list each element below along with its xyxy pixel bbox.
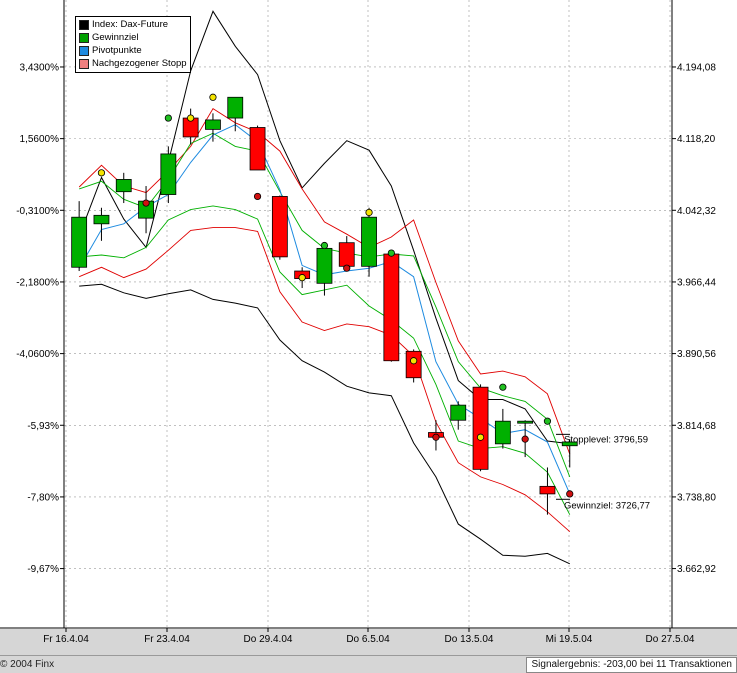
legend-label: Gewinnziel bbox=[92, 32, 139, 43]
signal-result: Signalergebnis: -203,00 bei 11 Transakti… bbox=[526, 657, 737, 673]
x-tick-label: Fr 16.4.04 bbox=[43, 634, 89, 645]
legend-swatch-green bbox=[79, 32, 89, 43]
right-tick-label: 4.042,32 bbox=[677, 206, 716, 217]
candle-body bbox=[517, 420, 534, 424]
candle-body bbox=[539, 485, 556, 495]
left-tick-label: 3,4300% bbox=[20, 62, 60, 73]
right-tick-label: 3.662,92 bbox=[677, 564, 716, 575]
right-tick-label: 3.966,44 bbox=[677, 277, 716, 288]
left-tick-label: 1,5600% bbox=[20, 134, 60, 145]
right-tick-label: 4.194,08 bbox=[677, 62, 716, 73]
candle-body bbox=[450, 404, 467, 421]
x-tick-label: Fr 23.4.04 bbox=[144, 634, 190, 645]
legend-item: Gewinnziel bbox=[79, 31, 187, 44]
left-tick-label: -0,3100% bbox=[16, 206, 59, 217]
x-tick-label: Do 13.5.04 bbox=[445, 634, 494, 645]
candle-body bbox=[249, 127, 266, 171]
signal-marker bbox=[320, 241, 329, 250]
copyright-text: © 2004 Finx bbox=[0, 659, 55, 670]
right-tick-label: 3.814,68 bbox=[677, 421, 716, 432]
signal-marker bbox=[187, 114, 195, 122]
signal-marker bbox=[253, 192, 262, 201]
legend-item: Index: Dax-Future bbox=[79, 18, 187, 31]
stop-level-label: Stopplevel: 3796,59 bbox=[564, 434, 648, 445]
left-tick-label: -5,93% bbox=[27, 421, 59, 432]
candle-body bbox=[361, 216, 377, 267]
signal-marker bbox=[298, 274, 306, 282]
x-tick-label: Do 27.5.04 bbox=[646, 634, 695, 645]
right-tick-label: 3.890,56 bbox=[677, 349, 716, 360]
candle-body bbox=[561, 441, 578, 447]
legend-item: Pivotpunkte bbox=[79, 44, 187, 57]
x-tick-label: Do 29.4.04 bbox=[244, 634, 293, 645]
legend-swatch-black bbox=[79, 19, 89, 30]
signal-marker bbox=[566, 490, 574, 498]
legend-item: Nachgezogener Stopp bbox=[79, 57, 187, 70]
candle-body bbox=[383, 253, 400, 362]
x-axis-band bbox=[0, 629, 737, 655]
target-label: Gewinnziel: 3726,77 bbox=[564, 500, 650, 511]
left-tick-label: -9,67% bbox=[27, 564, 59, 575]
signal-marker bbox=[543, 417, 552, 425]
candle-body bbox=[205, 119, 221, 130]
candle-body bbox=[115, 179, 132, 193]
candle-body bbox=[472, 386, 489, 470]
x-tick-label: Mi 19.5.04 bbox=[546, 634, 593, 645]
candle-body bbox=[271, 196, 288, 258]
left-tick-label: -4,0600% bbox=[16, 349, 59, 360]
x-tick-label: Do 6.5.04 bbox=[346, 634, 390, 645]
candle-body bbox=[405, 350, 422, 379]
signal-marker bbox=[476, 433, 485, 441]
legend-label: Pivotpunkte bbox=[92, 45, 142, 56]
legend-swatch-pink bbox=[79, 58, 89, 69]
axis-layer: 3,4300% 4.194,08 1,5600% 4.118,20 -0,3100% 4.… bbox=[0, 0, 737, 655]
signal-marker bbox=[499, 383, 507, 391]
signal-marker bbox=[142, 199, 150, 207]
candle-body bbox=[160, 153, 177, 195]
legend-swatch-blue bbox=[79, 45, 89, 56]
candle-body bbox=[316, 247, 333, 284]
chart-legend: Index: Dax-Future Gewinnziel Pivotpunkte… bbox=[75, 16, 191, 73]
signal-marker bbox=[164, 114, 172, 122]
signal-marker bbox=[387, 249, 395, 257]
candle-body bbox=[71, 216, 88, 268]
annotation-layer: Stopplevel: 3796,59 Gewinnziel: 3726,77 bbox=[556, 433, 650, 511]
signal-marker bbox=[97, 169, 106, 177]
signal-marker bbox=[410, 357, 418, 365]
left-tick-label: -2,1800% bbox=[16, 277, 59, 288]
signal-marker bbox=[365, 208, 373, 217]
signal-marker bbox=[432, 433, 440, 441]
legend-label: Index: Dax-Future bbox=[92, 19, 169, 30]
marker-layer bbox=[97, 93, 574, 498]
right-tick-label: 4.118,20 bbox=[677, 134, 716, 145]
band-black-upper bbox=[78, 10, 570, 445]
candle-body bbox=[227, 96, 244, 119]
status-bar: © 2004 Finx Signalergebnis: -203,00 bei … bbox=[0, 655, 737, 673]
candle-layer bbox=[71, 96, 578, 515]
signal-marker bbox=[521, 435, 529, 443]
band-red-lower bbox=[79, 227, 571, 533]
left-tick-label: -7,80% bbox=[27, 492, 59, 503]
grid-layer bbox=[64, 0, 672, 628]
signal-marker bbox=[209, 93, 217, 101]
candle-body bbox=[93, 214, 110, 225]
right-tick-label: 3.738,80 bbox=[677, 492, 716, 503]
signal-marker bbox=[343, 264, 351, 272]
legend-label: Nachgezogener Stopp bbox=[92, 58, 187, 69]
candle-body bbox=[338, 242, 355, 267]
band-black-lower bbox=[79, 283, 571, 565]
candle-body bbox=[494, 420, 511, 445]
